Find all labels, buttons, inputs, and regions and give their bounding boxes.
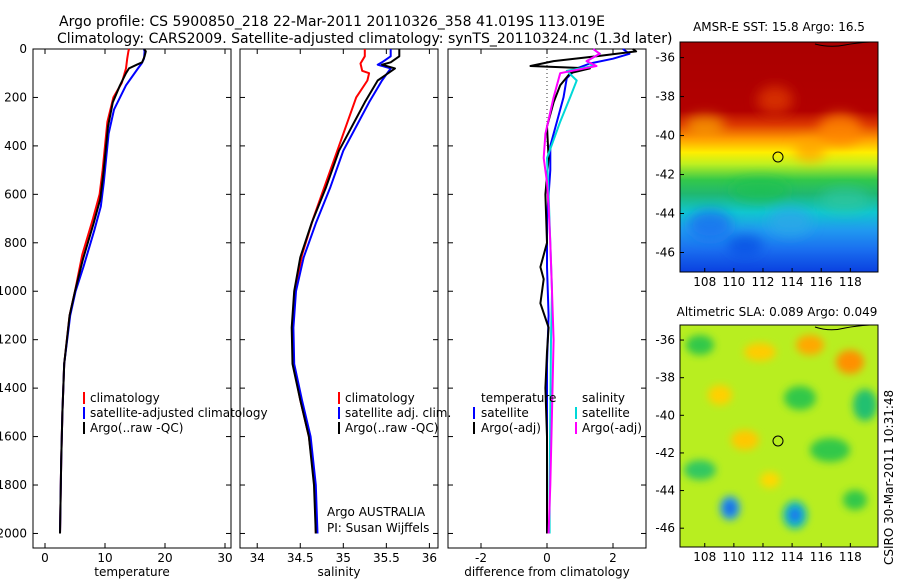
y-tick-label: 1200 bbox=[0, 333, 27, 347]
legend-label-satellite-adj: satellite adj. clim. bbox=[345, 406, 451, 420]
figure-title-line1: Argo profile: CS 5900850_218 22-Mar-2011… bbox=[59, 14, 605, 30]
sst-x-tick-label: 110 bbox=[722, 275, 745, 289]
sst-x-tick-label: 118 bbox=[839, 275, 862, 289]
sla-y-tick-label: -46 bbox=[655, 521, 675, 535]
y-tick-label: 1000 bbox=[0, 284, 27, 298]
temperature-x-label: temperature bbox=[94, 565, 169, 579]
legend-label-temperature-satellite: satellite bbox=[481, 406, 529, 420]
y-tick-label: 600 bbox=[4, 187, 27, 201]
salinity-series-climatology bbox=[291, 49, 371, 534]
sst-y-tick-label: -46 bbox=[655, 246, 675, 260]
sst-y-tick-label: -42 bbox=[655, 168, 675, 182]
sst-x-tick-label: 108 bbox=[693, 275, 716, 289]
y-tick-label: 1400 bbox=[0, 381, 27, 395]
sla-map: Altimetric SLA: 0.089 Argo: 0.049 bbox=[655, 305, 879, 564]
difference-x-label: difference from climatology bbox=[464, 565, 630, 579]
temperature-series-argo-raw-qc bbox=[59, 48, 147, 534]
sla-map-title: Altimetric SLA: 0.089 Argo: 0.049 bbox=[677, 305, 878, 319]
sst-y-tick-label: -38 bbox=[655, 90, 675, 104]
salinity-series-argo-raw-qc bbox=[290, 49, 401, 534]
difference-series-salinity-argo-adj bbox=[542, 48, 601, 534]
sst-x-tick-label: 116 bbox=[810, 275, 833, 289]
sla-y-tick-label: -42 bbox=[655, 446, 675, 460]
sst-eddies bbox=[685, 86, 870, 255]
sla-x-tick-label: 118 bbox=[839, 550, 862, 564]
sst-map: AMSR-E SST: 15.8 Argo: 16.5 108 110 112 114… bbox=[655, 20, 879, 289]
difference-series-temperature-argo-adj bbox=[529, 48, 638, 534]
legend-label-salinity-satellite: satellite bbox=[582, 406, 630, 420]
x-tick-label: 36 bbox=[422, 551, 437, 565]
x-tick-label: 0 bbox=[543, 551, 551, 565]
y-tick-label: 2000 bbox=[0, 526, 27, 540]
sla-y-tick-label: -40 bbox=[655, 408, 675, 422]
sla-map-frame bbox=[679, 324, 879, 548]
salinity-axes-frame bbox=[239, 48, 439, 549]
sst-y-tick-label: -44 bbox=[655, 207, 675, 221]
sst-map-frame bbox=[679, 41, 879, 273]
salinity-legend: climatology satellite adj. clim. Argo(..… bbox=[338, 391, 451, 435]
salinity-series-satellite-adj-clim bbox=[292, 49, 392, 534]
difference-series-temperature-satellite bbox=[546, 48, 631, 534]
sst-x-tick-label: 114 bbox=[781, 275, 804, 289]
legend-label-salinity-argo: Argo(-adj) bbox=[582, 421, 642, 435]
sla-x-tick-label: 114 bbox=[781, 550, 804, 564]
legend-label-satellite-adjusted: satellite-adjusted climatology bbox=[90, 406, 268, 420]
x-tick-label: 10 bbox=[97, 551, 112, 565]
legend-title-salinity: salinity bbox=[582, 391, 625, 405]
temperature-series-climatology bbox=[59, 48, 130, 534]
sst-coastline bbox=[814, 41, 871, 47]
sla-x-tick-label: 108 bbox=[693, 550, 716, 564]
salinity-x-label: salinity bbox=[317, 565, 360, 579]
x-tick-label: 34.5 bbox=[287, 551, 314, 565]
difference-series-salinity-satellite bbox=[546, 48, 601, 534]
x-tick-label: -2 bbox=[475, 551, 487, 565]
legend-label-temperature-argo: Argo(-adj) bbox=[481, 421, 541, 435]
credit-text: Argo AUSTRALIA bbox=[327, 505, 426, 519]
x-tick-label: 34 bbox=[250, 551, 265, 565]
sst-map-title: AMSR-E SST: 15.8 Argo: 16.5 bbox=[693, 20, 865, 34]
sla-y-tick-label: -36 bbox=[655, 333, 675, 347]
sla-y-tick-label: -38 bbox=[655, 371, 675, 385]
x-tick-label: 2 bbox=[609, 551, 617, 565]
legend-title-temperature: temperature bbox=[481, 391, 556, 405]
x-tick-label: 30 bbox=[217, 551, 232, 565]
salinity-panel: 34 34.5 35 35.5 36 salinity bbox=[239, 48, 439, 579]
y-tick-label: 400 bbox=[4, 139, 27, 153]
legend-label-climatology: climatology bbox=[90, 391, 160, 405]
temperature-series-satellite-adjusted-climatology bbox=[59, 48, 146, 534]
x-tick-label: 35 bbox=[336, 551, 351, 565]
temperature-legend: climatology satellite-adjusted climatolo… bbox=[83, 391, 268, 435]
legend-label-climatology: climatology bbox=[345, 391, 415, 405]
sla-x-tick-label: 110 bbox=[722, 550, 745, 564]
sla-eddies bbox=[684, 335, 877, 529]
x-tick-label: 35.5 bbox=[373, 551, 400, 565]
sla-argo-marker bbox=[772, 435, 784, 447]
y-tick-label: 1600 bbox=[0, 430, 27, 444]
y-tick-label: 0 bbox=[19, 42, 27, 56]
sst-x-tick-label: 112 bbox=[752, 275, 775, 289]
x-tick-label: 20 bbox=[157, 551, 172, 565]
legend-label-argo: Argo(..raw -QC) bbox=[90, 421, 183, 435]
temperature-panel: 0 10 20 30 0 200 400 600 800 1000 1200 1400 1600 1800… bbox=[0, 42, 233, 579]
x-tick-label: 0 bbox=[41, 551, 49, 565]
y-tick-label: 200 bbox=[4, 90, 27, 104]
figure-title-line2: Climatology: CARS2009. Satellite-adjuste… bbox=[57, 31, 672, 47]
side-note: CSIRO 30-Mar-2011 10:31:48 bbox=[882, 390, 896, 565]
sla-coastline bbox=[814, 324, 871, 331]
sla-x-tick-label: 112 bbox=[752, 550, 775, 564]
y-tick-label: 800 bbox=[4, 236, 27, 250]
legend-label-argo: Argo(..raw -QC) bbox=[345, 421, 438, 435]
sst-argo-marker bbox=[772, 151, 784, 163]
pi-text: PI: Susan Wijffels bbox=[327, 521, 429, 535]
temperature-axes-frame bbox=[32, 48, 232, 549]
sst-y-tick-label: -36 bbox=[655, 51, 675, 65]
sla-y-tick-label: -44 bbox=[655, 484, 675, 498]
sla-x-tick-label: 116 bbox=[810, 550, 833, 564]
sst-y-tick-label: -40 bbox=[655, 129, 675, 143]
y-tick-label: 1800 bbox=[0, 478, 27, 492]
difference-legend: temperature satellite Argo(-adj) salinit… bbox=[473, 391, 642, 435]
